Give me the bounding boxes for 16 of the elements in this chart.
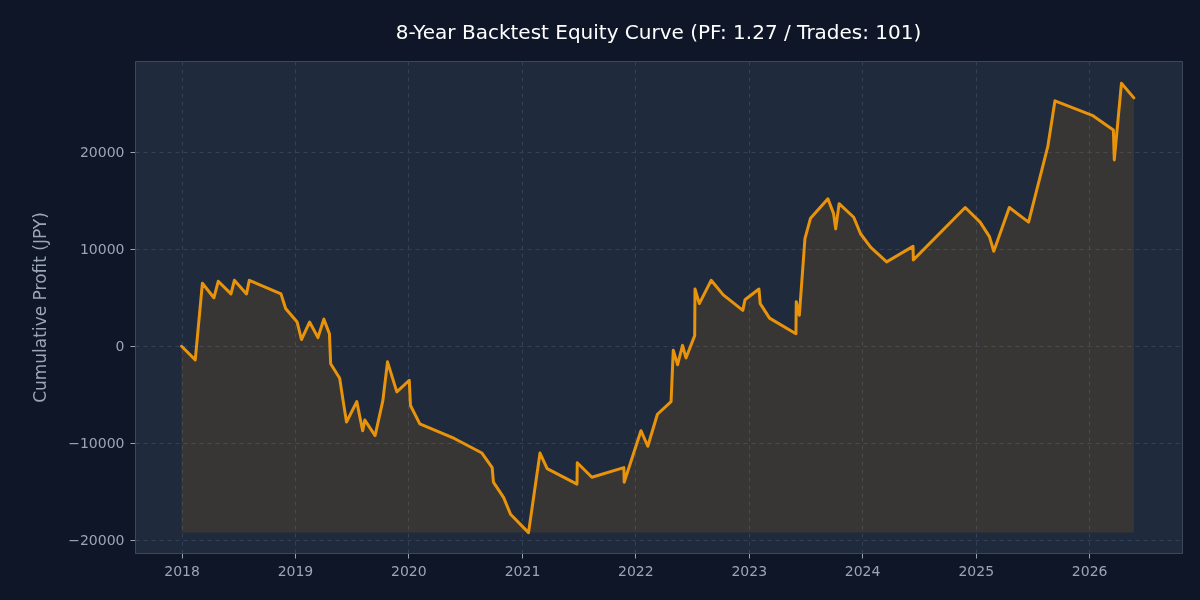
x-tick-label: 2025 (958, 562, 995, 579)
y-tick-label: 0 (115, 337, 125, 354)
x-tick-label: 2019 (277, 562, 314, 579)
chart-title: 8-Year Backtest Equity Curve (PF: 1.27 / Trades: 101) (395, 20, 922, 44)
x-tick-label: 2023 (731, 562, 768, 579)
x-tick-label: 2026 (1071, 562, 1108, 579)
y-tick-label: 10000 (79, 240, 125, 257)
x-tick-label: 2018 (164, 562, 200, 579)
x-tick-label: 2024 (844, 562, 881, 579)
y-axis-title: Cumulative Profit (JPY) (30, 212, 51, 403)
y-tick-label: −10000 (68, 434, 125, 451)
x-tick-label: 2021 (504, 562, 541, 579)
x-tick-label: 2022 (618, 562, 654, 579)
y-tick-label: −20000 (68, 531, 125, 548)
x-tick-label: 2020 (391, 562, 427, 579)
y-tick-label: 20000 (79, 143, 125, 160)
